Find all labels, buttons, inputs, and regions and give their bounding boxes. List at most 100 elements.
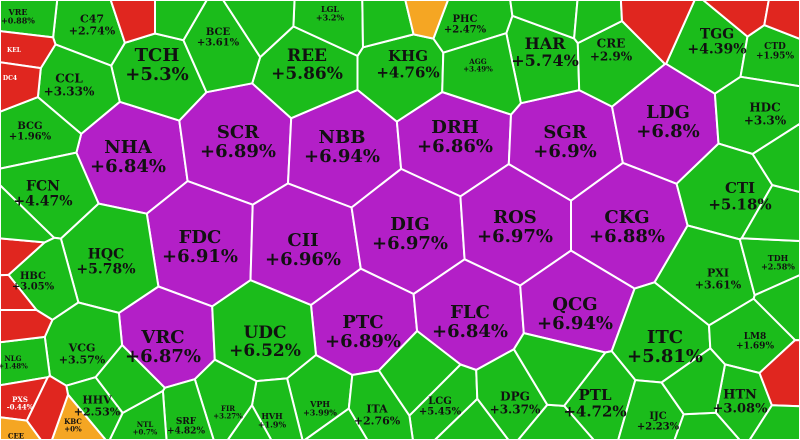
ticker-label-ptl: PTL: [579, 386, 612, 404]
change-label-hvh: +1.9%: [258, 420, 287, 430]
change-label-ccl: +3.33%: [44, 84, 95, 98]
change-label-hbc: +3.05%: [12, 282, 55, 293]
ticker-label-hbc: HBC: [20, 271, 46, 282]
change-label-ros: +6.97%: [477, 226, 553, 247]
change-label-tdh: +2.58%: [761, 262, 795, 272]
change-label-itc: +5.81%: [627, 346, 703, 367]
change-label-vre: +0.88%: [1, 16, 35, 26]
change-label-pxi: +3.61%: [695, 278, 742, 291]
cell-bcg[interactable]: [0, 96, 83, 170]
ticker-label-ree: REE: [287, 46, 327, 66]
ticker-label-bcg: BCG: [17, 121, 42, 132]
cell-filler: [404, 0, 449, 40]
ticker-label-tch: TCH: [135, 45, 180, 66]
ticker-label-kbc: KBC: [64, 417, 82, 426]
cell-filler: [758, 339, 800, 408]
ticker-label-phc: PHC: [453, 14, 478, 25]
change-label-pxs: -0.44%: [7, 403, 34, 412]
cell-filler: [619, 0, 696, 65]
ticker-label-lgl: LGL: [321, 4, 339, 14]
ticker-label-ita: ITA: [366, 403, 388, 416]
change-label-lgl: +3.2%: [316, 13, 345, 23]
change-label-vcg: +3.57%: [59, 353, 106, 366]
ticker-label-ldg: LDG: [646, 102, 690, 123]
change-label-lm8: +1.69%: [736, 342, 774, 352]
ticker-label-hdc: HDC: [749, 101, 780, 115]
change-label-nlg: +1.48%: [0, 362, 28, 371]
ticker-label-pxi: PXI: [707, 267, 729, 280]
ticker-label-cee: CEE: [8, 431, 24, 440]
ticker-label-c47: C47: [80, 13, 104, 26]
ticker-label-hvh: HVH: [261, 411, 283, 421]
cell-filler: [512, 332, 607, 407]
cell-agg[interactable]: [441, 32, 522, 116]
change-label-htn: +3.08%: [713, 401, 769, 416]
change-label-vrc: +6.87%: [125, 346, 201, 367]
cell-dc4[interactable]: [0, 61, 42, 113]
ticker-label-qcg: QCG: [552, 294, 597, 315]
cell-filler: [25, 374, 69, 440]
cell-filler: [222, 0, 296, 59]
change-label-ckg: +6.88%: [589, 226, 665, 247]
change-label-dig: +6.97%: [372, 233, 448, 254]
change-label-fcn: +4.47%: [13, 193, 72, 209]
change-label-ptl: +4.72%: [563, 402, 626, 420]
ticker-label-kel: KEL: [7, 47, 22, 54]
change-label-c47: +2.74%: [69, 24, 116, 37]
ticker-label-dig: DIG: [390, 214, 429, 235]
change-label-ntl: +0.7%: [133, 428, 158, 437]
ticker-label-dpg: DPG: [500, 390, 530, 404]
change-label-fdc: +6.91%: [162, 246, 238, 267]
change-label-kbc: +0%: [64, 425, 82, 434]
change-label-nha: +6.84%: [90, 156, 166, 177]
change-label-har: +5.74%: [511, 51, 579, 70]
ticker-label-ijc: IJC: [649, 411, 666, 422]
ticker-label-drh: DRH: [431, 117, 479, 138]
change-label-bcg: +1.96%: [9, 132, 52, 143]
cell-filler: [763, 0, 800, 40]
change-label-ptc: +6.89%: [325, 331, 401, 352]
change-label-cti: +5.18%: [708, 195, 771, 213]
change-label-scr: +6.89%: [200, 141, 276, 162]
ticker-label-nha: NHA: [104, 137, 152, 158]
ticker-label-fir: FIR: [221, 404, 235, 413]
ticker-label-vre: VRE: [8, 7, 28, 17]
cell-filler: [226, 404, 273, 440]
ticker-label-hhv: HHV: [82, 394, 112, 407]
change-label-nbb: +6.94%: [304, 146, 380, 167]
change-label-srf: +4.82%: [167, 427, 205, 437]
cell-filler: [660, 347, 726, 416]
ticker-label-vph: VPH: [309, 399, 330, 409]
ticker-label-ctd: CTD: [764, 42, 786, 52]
ticker-label-lm8: LM8: [744, 332, 767, 342]
change-label-lcg: +5.45%: [419, 407, 462, 418]
change-label-tgg: +4.39%: [687, 41, 746, 57]
ticker-label-vrc: VRC: [140, 327, 184, 348]
ticker-label-htn: HTN: [723, 387, 757, 402]
ticker-label-ntl: NTL: [137, 420, 154, 429]
ticker-label-fdc: FDC: [179, 227, 222, 248]
ticker-label-itc: ITC: [647, 327, 683, 348]
ticker-label-ptc: PTC: [342, 312, 383, 333]
cell-filler: [0, 309, 54, 344]
change-label-flc: +6.84%: [432, 321, 508, 342]
change-label-khg: +4.76%: [376, 63, 439, 81]
cell-filler: [0, 273, 38, 311]
ticker-label-bce: BCE: [206, 27, 231, 38]
ticker-label-pxs: PXS: [12, 395, 28, 404]
change-label-hdc: +3.3%: [744, 113, 787, 127]
ticker-label-har: HAR: [525, 34, 567, 53]
ticker-label-srf: SRF: [176, 417, 197, 427]
change-label-ita: +2.76%: [354, 414, 401, 427]
change-label-ldg: +6.8%: [636, 121, 700, 142]
ticker-label-udc: UDC: [243, 323, 286, 343]
cell-filler: [377, 330, 462, 417]
cell-filler: [0, 184, 56, 244]
change-label-agg: +3.49%: [463, 65, 493, 74]
ticker-label-cre: CRE: [597, 37, 626, 51]
change-label-hqc: +5.78%: [76, 261, 135, 277]
ticker-label-fcn: FCN: [26, 178, 60, 194]
ticker-label-cii: CII: [287, 230, 318, 251]
